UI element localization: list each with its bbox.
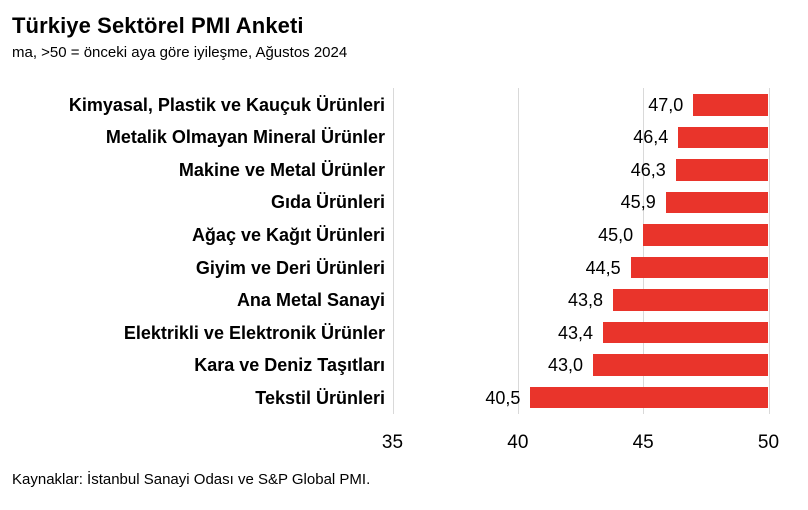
bar	[530, 386, 769, 409]
value-label: 45,0	[598, 224, 634, 245]
x-axis-tick: 50	[757, 432, 780, 453]
value-label: 45,9	[620, 192, 656, 213]
category-label: Metalik Olmayan Mineral Ürünler	[105, 127, 385, 148]
category-label: Tekstil Ürünleri	[255, 387, 385, 408]
bar	[678, 126, 769, 149]
value-label: 46,3	[630, 159, 666, 180]
category-label: Elektrikli ve Elektronik Ürünler	[123, 322, 385, 343]
x-axis-tick: 35	[381, 432, 404, 453]
category-label: Ağaç ve Kağıt Ürünleri	[191, 224, 385, 245]
chart-subtitle: ma, >50 = önceki aya göre iyileşme, Ağus…	[12, 44, 348, 61]
bar	[693, 94, 769, 116]
category-label: Giyim ve Deri Ürünleri	[195, 257, 385, 278]
gridline	[517, 88, 519, 414]
value-label: 44,5	[585, 257, 621, 278]
source-note: Kaynaklar: İstanbul Sanayi Odası ve S&P …	[12, 471, 371, 488]
bar	[665, 191, 769, 214]
category-label: Kara ve Deniz Taşıtları	[194, 355, 385, 376]
bar	[643, 224, 769, 246]
category-label: Kimyasal, Plastik ve Kauçuk Ürünleri	[68, 94, 385, 115]
category-label: Makine ve Metal Ürünler	[178, 159, 385, 180]
bar	[675, 159, 769, 181]
value-label: 43,4	[558, 322, 594, 343]
gridline	[643, 88, 645, 414]
category-label: Ana Metal Sanayi	[236, 290, 385, 311]
category-label: Gıda Ürünleri	[270, 192, 385, 213]
gridline	[392, 88, 394, 414]
x-axis-tick: 45	[632, 432, 654, 453]
x-axis-tick: 40	[507, 432, 529, 453]
chart-title: Türkiye Sektörel PMI Anketi	[12, 13, 304, 38]
bar	[613, 289, 769, 311]
bar	[630, 256, 769, 279]
value-label: 40,5	[485, 387, 521, 408]
value-label: 46,4	[633, 127, 669, 148]
bar	[593, 354, 769, 376]
bar	[603, 321, 769, 344]
gridline	[768, 88, 770, 414]
value-label: 43,8	[568, 290, 604, 311]
value-label: 47,0	[648, 94, 684, 115]
value-label: 43,0	[547, 355, 584, 376]
